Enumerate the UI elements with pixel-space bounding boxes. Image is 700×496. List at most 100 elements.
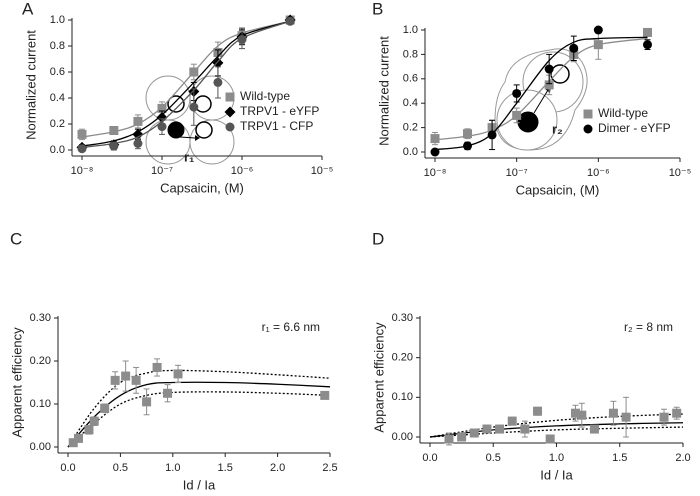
x-tick-label: 10⁻⁶	[231, 165, 254, 177]
data-point	[110, 375, 120, 385]
data-point	[109, 126, 119, 135]
annotation: r₁ = 6.6 nm	[262, 320, 320, 334]
data-point	[89, 416, 99, 426]
data-point	[121, 371, 131, 381]
y-tick-label: 0.20	[392, 352, 413, 364]
data-point	[132, 128, 144, 140]
data-point	[495, 424, 505, 434]
x-axis-label: Id / Ia	[183, 477, 216, 492]
data-point	[643, 27, 653, 37]
data-point	[237, 35, 247, 44]
x-tick-label: 10⁻⁵	[311, 165, 334, 177]
y-tick-label: 0.10	[30, 398, 51, 410]
data-point	[142, 397, 152, 407]
data-point	[157, 122, 167, 132]
data-point	[469, 428, 479, 438]
data-point	[457, 432, 467, 442]
donor	[167, 121, 185, 139]
data-point	[512, 110, 522, 120]
y-tick-label: 0.2	[403, 122, 418, 134]
x-tick-label: 2.5	[322, 462, 337, 474]
annotation: r₂ = 8 nm	[624, 320, 673, 334]
data-point	[152, 362, 162, 372]
y-tick-label: 0.30	[392, 312, 413, 324]
x-tick-label: 10⁻⁷	[151, 165, 173, 177]
data-point	[512, 88, 522, 98]
data-point	[430, 134, 440, 144]
y-tick-label: 0.6	[403, 73, 418, 85]
x-tick-label: 10⁻⁷	[506, 167, 528, 179]
x-tick-label: 1.5	[612, 452, 627, 464]
x-tick-label: 0.5	[113, 462, 128, 474]
data-point	[77, 129, 87, 139]
x-tick-label: 1.5	[218, 462, 233, 474]
y-tick-label: 0.0	[50, 144, 65, 156]
data-point	[430, 147, 440, 157]
data-point	[544, 64, 554, 74]
legend-label: TRPV1 - eYFP	[240, 104, 319, 118]
x-tick-label: 10⁻⁸	[424, 167, 447, 179]
legend-label: Wild-type	[240, 89, 290, 103]
y-tick-label: 0.0	[403, 146, 418, 158]
data-point	[189, 102, 199, 112]
data-point	[133, 139, 143, 148]
x-tick-label: 10⁻⁸	[71, 165, 94, 177]
data-point	[73, 433, 83, 443]
legend-marker	[225, 122, 235, 132]
fit-curve	[429, 413, 684, 438]
x-tick-label: 1.0	[165, 462, 180, 474]
y-axis-label: Normalized current	[376, 36, 391, 146]
legend-marker	[583, 124, 593, 134]
data-point	[444, 434, 454, 444]
acceptor	[167, 95, 185, 113]
x-tick-label: 2.0	[675, 452, 690, 464]
data-point	[621, 412, 631, 422]
x-tick-label: 2.0	[270, 462, 285, 474]
legend-label: Wild-type	[598, 106, 648, 120]
y-tick-label: 0.30	[30, 312, 51, 324]
subunit	[145, 75, 191, 121]
panel-label: C	[10, 229, 22, 248]
data-point	[157, 103, 167, 113]
legend-label: Dimer - eYFP	[598, 121, 671, 135]
legend-marker	[583, 109, 593, 119]
data-point	[487, 130, 497, 140]
donor	[517, 111, 539, 133]
diagram-label: r₂	[552, 121, 563, 136]
panel-label: D	[372, 229, 384, 248]
data-point	[544, 80, 554, 90]
acceptor	[195, 121, 213, 139]
x-tick-label: 0.5	[486, 452, 501, 464]
data-point	[593, 25, 603, 35]
y-tick-label: 0.2	[50, 118, 65, 130]
data-point	[462, 141, 472, 151]
arrow	[179, 136, 196, 139]
y-tick-label: 0.20	[30, 355, 51, 367]
data-point	[320, 390, 330, 400]
y-tick-label: 0.6	[50, 66, 65, 78]
y-axis-label: Apparent efficiency	[371, 322, 386, 433]
data-point	[189, 67, 199, 77]
data-point	[68, 438, 78, 448]
y-tick-label: 0.8	[50, 40, 65, 52]
data-point	[156, 112, 168, 123]
data-point	[589, 424, 599, 434]
data-point	[659, 412, 669, 422]
data-point	[545, 434, 555, 444]
y-tick-label: 0.4	[50, 92, 65, 104]
data-point	[100, 403, 110, 413]
data-point	[482, 424, 492, 434]
x-tick-label: 0.0	[60, 462, 75, 474]
data-point	[533, 406, 543, 416]
x-axis-label: Capsaicin, (M)	[160, 180, 244, 195]
data-point	[163, 388, 173, 398]
data-point	[672, 408, 682, 418]
data-point	[285, 16, 295, 26]
x-tick-label: 0.0	[422, 452, 437, 464]
x-tick-label: 1.0	[549, 452, 564, 464]
diagram-d	[494, 48, 588, 151]
legend-label: TRPV1 - CFP	[240, 119, 313, 133]
y-tick-label: 0.10	[392, 391, 413, 403]
x-axis-label: Id / Ia	[540, 467, 573, 482]
